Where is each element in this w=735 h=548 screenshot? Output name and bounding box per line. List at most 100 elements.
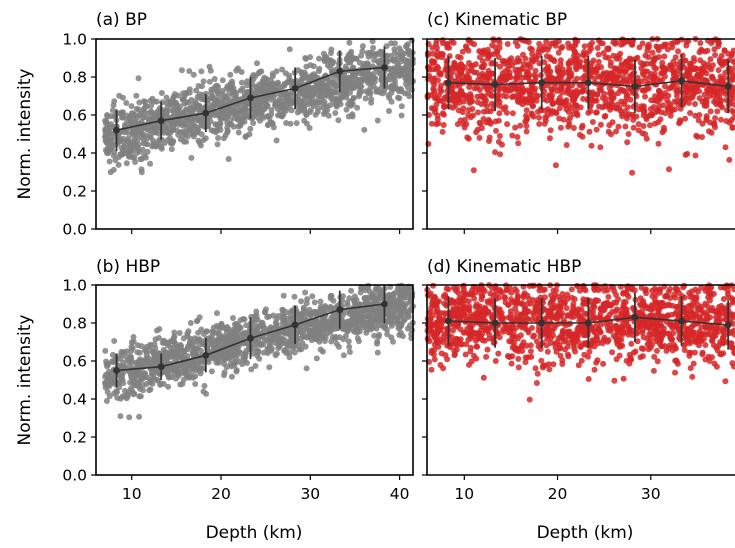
scatter-point	[246, 345, 253, 352]
scatter-point	[652, 120, 658, 127]
scatter-point	[722, 144, 729, 151]
scatter-point	[103, 358, 110, 365]
scatter-point	[140, 98, 147, 105]
scatter-point	[468, 98, 475, 105]
scatter-point	[474, 93, 481, 100]
scatter-point	[195, 102, 202, 109]
scatter-point	[164, 137, 171, 144]
scatter-point	[234, 335, 241, 342]
scatter-point	[390, 298, 396, 305]
scatter-point	[496, 77, 503, 84]
scatter-point	[451, 62, 458, 69]
scatter-point	[462, 351, 469, 358]
scatter-point	[505, 62, 512, 69]
binned-means	[113, 46, 388, 152]
scatter-point	[136, 413, 143, 420]
scatter-point	[286, 46, 293, 53]
scatter-point	[215, 111, 222, 118]
scatter-point	[335, 117, 342, 124]
scatter-point	[198, 131, 205, 138]
scatter-points	[102, 282, 416, 421]
scatter-point	[639, 130, 646, 137]
scatter-point	[110, 152, 117, 159]
scatter-point	[619, 87, 626, 94]
mean-point	[538, 79, 546, 87]
scatter-point	[339, 318, 346, 325]
scatter-point	[618, 41, 625, 48]
scatter-point	[363, 300, 370, 307]
scatter-point	[463, 43, 469, 50]
scatter-point	[318, 93, 325, 100]
scatter-point	[543, 38, 550, 45]
scatter-point	[465, 135, 472, 142]
y-tick-label: 0.8	[62, 69, 87, 87]
scatter-point	[324, 88, 331, 95]
scatter-point	[235, 129, 242, 136]
scatter-point	[669, 63, 676, 70]
scatter-point	[345, 113, 352, 120]
scatter-point	[454, 121, 461, 128]
scatter-point	[478, 48, 485, 55]
scatter-point	[362, 95, 369, 102]
scatter-point	[147, 160, 154, 167]
scatter-point	[302, 343, 309, 350]
scatter-point	[673, 92, 680, 99]
scatter-point	[285, 79, 292, 86]
scatter-point	[729, 87, 735, 94]
scatter-point	[320, 111, 327, 117]
scatter-point	[300, 304, 307, 311]
scatter-point	[638, 103, 645, 110]
scatter-point	[495, 54, 502, 60]
scatter-point	[659, 63, 666, 70]
scatter-point	[340, 325, 347, 332]
scatter-point	[307, 85, 314, 92]
scatter-point	[666, 166, 672, 173]
scatter-point	[279, 66, 286, 73]
scatter-point	[656, 87, 662, 94]
scatter-point	[548, 87, 555, 93]
scatter-point	[675, 101, 682, 108]
scatter-point	[455, 75, 462, 82]
scatter-point	[260, 349, 267, 356]
scatter-point	[136, 393, 143, 400]
y-tick-label: 0.2	[62, 183, 87, 201]
scatter-point	[523, 128, 530, 135]
scatter-point	[128, 356, 135, 363]
scatter-point	[405, 67, 412, 74]
scatter-point	[254, 60, 260, 67]
scatter-point	[609, 119, 616, 126]
scatter-point	[504, 121, 511, 128]
scatter-point	[346, 349, 353, 355]
scatter-point	[595, 51, 602, 58]
scatter-point	[577, 58, 584, 65]
scatter-point	[613, 128, 619, 135]
scatter-point	[397, 324, 403, 330]
scatter-point	[496, 110, 503, 117]
scatter-point	[495, 138, 502, 145]
scatter-point	[591, 366, 598, 373]
scatter-point	[444, 65, 451, 72]
scatter-point	[473, 69, 480, 76]
scatter-point	[125, 135, 132, 142]
scatter-point	[118, 151, 125, 158]
scatter-point	[176, 103, 183, 110]
scatter-point	[589, 89, 596, 96]
scatter-point	[398, 310, 405, 317]
scatter-point	[358, 83, 365, 90]
scatter-point	[714, 108, 721, 115]
scatter-point	[565, 123, 572, 130]
scatter-point	[250, 120, 257, 126]
scatter-point	[296, 106, 303, 113]
scatter-point	[428, 120, 435, 127]
scatter-point	[121, 139, 128, 146]
y-tick-label: 0.0	[62, 221, 87, 239]
scatter-point	[529, 111, 535, 118]
scatter-point	[241, 118, 248, 125]
scatter-point	[300, 72, 307, 79]
scatter-point	[180, 335, 187, 342]
scatter-point	[132, 112, 139, 119]
scatter-point	[178, 67, 185, 74]
scatter-point	[404, 90, 411, 96]
scatter-point	[103, 139, 110, 146]
